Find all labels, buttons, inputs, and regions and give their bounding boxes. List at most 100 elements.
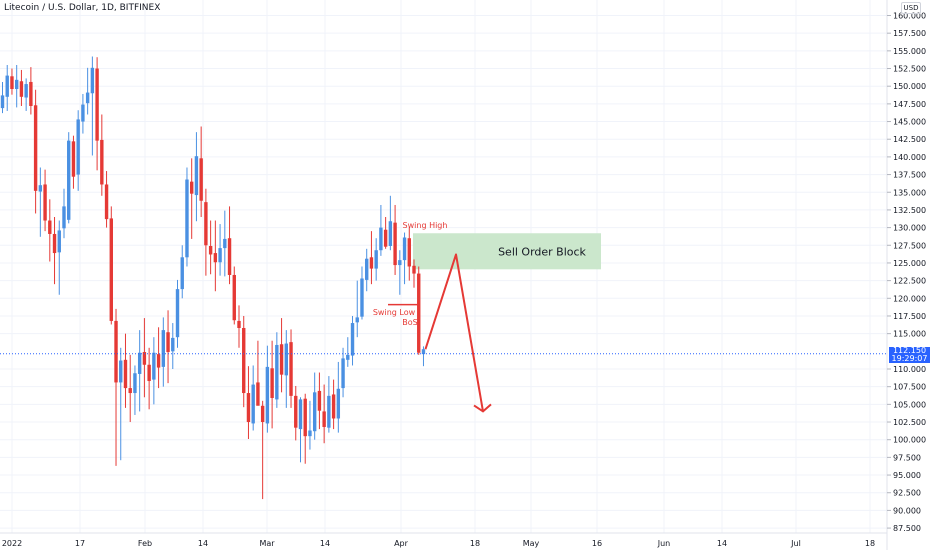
candle-body[interactable] xyxy=(128,388,132,394)
candle-body[interactable] xyxy=(123,359,128,389)
candle-body[interactable] xyxy=(365,258,369,280)
candle-body[interactable] xyxy=(417,273,421,353)
candle-body[interactable] xyxy=(204,202,208,246)
candle-body[interactable] xyxy=(185,179,189,258)
candle-body[interactable] xyxy=(180,257,184,290)
candle-body[interactable] xyxy=(336,388,341,419)
candle-body[interactable] xyxy=(237,320,241,328)
candle-body[interactable] xyxy=(402,237,407,261)
candle-body[interactable] xyxy=(322,411,326,427)
candle-body[interactable] xyxy=(393,222,397,266)
candle-body[interactable] xyxy=(90,67,95,94)
candle-body[interactable] xyxy=(242,327,246,394)
candle-body[interactable] xyxy=(119,360,123,383)
candle-body[interactable] xyxy=(294,395,298,428)
candle-body[interactable] xyxy=(81,104,85,122)
price-tick-label: 102.500 xyxy=(893,418,926,427)
candle-body[interactable] xyxy=(194,156,199,196)
candle-body[interactable] xyxy=(270,368,274,398)
candle-body[interactable] xyxy=(275,344,279,400)
candle-body[interactable] xyxy=(57,230,61,253)
candle-body[interactable] xyxy=(360,278,364,317)
candle-body[interactable] xyxy=(10,76,14,90)
candle-body[interactable] xyxy=(67,140,71,220)
candle-body[interactable] xyxy=(350,323,355,356)
candle-body[interactable] xyxy=(5,75,9,97)
candle-body[interactable] xyxy=(256,382,260,406)
candle-body[interactable] xyxy=(279,344,284,375)
candle-body[interactable] xyxy=(0,95,5,109)
candle-body[interactable] xyxy=(379,227,383,251)
candle-body[interactable] xyxy=(137,352,142,374)
candle-body[interactable] xyxy=(104,184,109,220)
candle-body[interactable] xyxy=(161,330,166,367)
candle-body[interactable] xyxy=(289,342,293,396)
candle-body[interactable] xyxy=(48,220,52,234)
candle-body[interactable] xyxy=(199,158,203,201)
candle-body[interactable] xyxy=(142,352,147,365)
candle-body[interactable] xyxy=(213,253,218,263)
candle-body[interactable] xyxy=(331,394,336,419)
candle-body[interactable] xyxy=(355,317,359,323)
candle-body[interactable] xyxy=(71,141,76,177)
candle-body[interactable] xyxy=(369,257,374,269)
candle-body[interactable] xyxy=(317,390,322,411)
candle-body[interactable] xyxy=(284,343,288,376)
candle-body[interactable] xyxy=(308,430,312,437)
candle-body[interactable] xyxy=(166,332,170,353)
candle-body[interactable] xyxy=(232,274,236,321)
candle-body[interactable] xyxy=(341,358,345,389)
candle-body[interactable] xyxy=(38,185,43,192)
candle-body[interactable] xyxy=(327,395,331,428)
candle-body[interactable] xyxy=(398,260,402,266)
candle-body[interactable] xyxy=(388,221,393,246)
candle-body[interactable] xyxy=(190,181,194,194)
candle-body[interactable] xyxy=(265,366,270,424)
candle-body[interactable] xyxy=(251,384,255,424)
candle-body[interactable] xyxy=(223,238,227,249)
candle-body[interactable] xyxy=(298,399,303,430)
candle-body[interactable] xyxy=(85,92,90,104)
candle-body[interactable] xyxy=(218,248,222,263)
candle-body[interactable] xyxy=(246,393,251,423)
candle-body[interactable] xyxy=(312,392,317,432)
candle-body[interactable] xyxy=(303,398,307,437)
projection-path[interactable] xyxy=(424,253,484,412)
price-tick-label: 150.000 xyxy=(893,82,926,91)
candle-body[interactable] xyxy=(109,218,113,321)
candle-body[interactable] xyxy=(412,265,416,274)
candle-body[interactable] xyxy=(133,373,137,394)
candle-body[interactable] xyxy=(152,352,156,380)
symbol-title[interactable]: Litecoin / U.S. Dollar, 1D, BITFINEX xyxy=(4,3,161,13)
price-axis[interactable]: 160.000 157.500 155.000 152.500 150.000 147.5… xyxy=(887,12,926,534)
sell-order-block-zone[interactable] xyxy=(413,233,601,270)
candle-body[interactable] xyxy=(43,184,47,221)
candle-body[interactable] xyxy=(260,405,265,423)
currency-badge[interactable]: USD xyxy=(901,2,921,14)
time-axis[interactable]: 2022 17 Feb 14 Mar 14 Apr 18 May 16 Jun 14 Jul 18 xyxy=(2,539,875,548)
candle-body[interactable] xyxy=(19,81,24,97)
candle-body[interactable] xyxy=(62,206,66,229)
candle-body[interactable] xyxy=(76,119,80,175)
candle-body[interactable] xyxy=(171,337,175,352)
last-price-value: 112.150 xyxy=(892,346,927,355)
candle-body[interactable] xyxy=(156,354,161,368)
candle-body[interactable] xyxy=(407,238,411,267)
candle-body[interactable] xyxy=(346,354,350,360)
candle-body[interactable] xyxy=(374,250,378,269)
candle-body[interactable] xyxy=(147,364,151,382)
candle-body[interactable] xyxy=(100,139,104,185)
candle-body[interactable] xyxy=(29,81,33,106)
candle-body[interactable] xyxy=(227,238,232,275)
candle-body[interactable] xyxy=(175,289,180,338)
candle-body[interactable] xyxy=(114,320,118,383)
candle-body[interactable] xyxy=(33,105,38,191)
candle-body[interactable] xyxy=(383,229,388,247)
candle-body[interactable] xyxy=(95,68,99,141)
candle-body[interactable] xyxy=(208,245,213,255)
candle-body[interactable] xyxy=(421,349,426,355)
candle-body[interactable] xyxy=(24,84,28,98)
candle-body[interactable] xyxy=(52,233,57,254)
candle-body[interactable] xyxy=(14,79,19,90)
